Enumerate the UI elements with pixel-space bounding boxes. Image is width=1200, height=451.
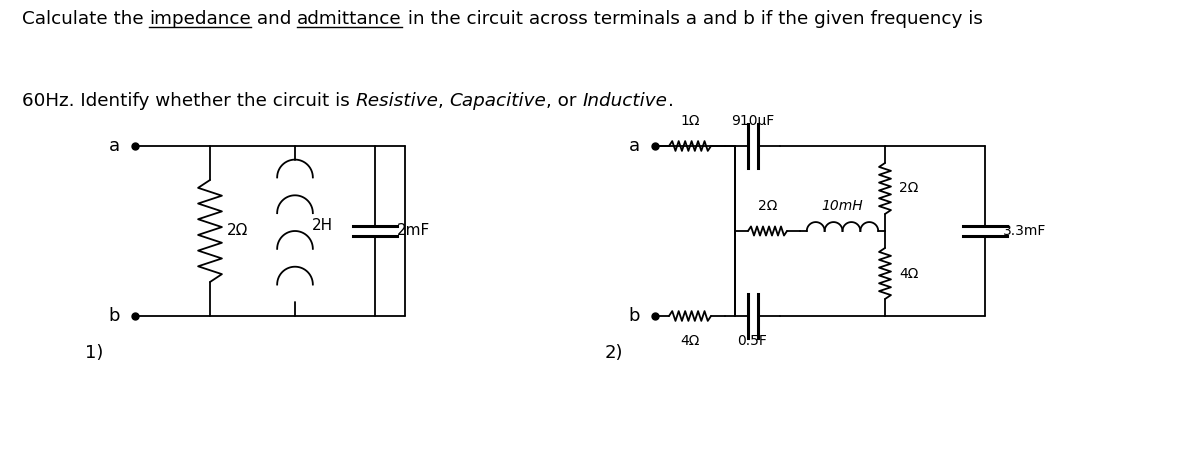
Text: 3.3mF: 3.3mF (1003, 224, 1046, 238)
Text: a: a (629, 137, 640, 155)
Text: 4Ω: 4Ω (899, 267, 918, 281)
Text: and: and (251, 10, 298, 28)
Text: Resistive: Resistive (355, 92, 438, 110)
Text: 1): 1) (85, 344, 103, 362)
Text: 2Ω: 2Ω (899, 181, 918, 195)
Text: 2Ω: 2Ω (227, 224, 248, 239)
Text: admittance: admittance (298, 10, 402, 28)
Text: a: a (109, 137, 120, 155)
Text: b: b (629, 307, 640, 325)
Text: b: b (108, 307, 120, 325)
Text: Calculate the: Calculate the (22, 10, 149, 28)
Text: 4Ω: 4Ω (680, 334, 700, 348)
Text: , or: , or (546, 92, 583, 110)
Text: 2): 2) (605, 344, 624, 362)
Text: 2Ω: 2Ω (758, 199, 778, 213)
Text: impedance: impedance (149, 10, 251, 28)
Text: .: . (667, 92, 673, 110)
Text: Capacitive: Capacitive (450, 92, 546, 110)
Text: 60Hz. Identify whether the circuit is: 60Hz. Identify whether the circuit is (22, 92, 355, 110)
Text: 0.5F: 0.5F (738, 334, 768, 348)
Text: Inductive: Inductive (583, 92, 667, 110)
Text: 2H: 2H (312, 218, 334, 234)
Text: 10mH: 10mH (822, 199, 863, 213)
Text: ,: , (438, 92, 450, 110)
Text: 910μF: 910μF (731, 114, 774, 128)
Text: in the circuit across terminals a and b if the given frequency is: in the circuit across terminals a and b … (402, 10, 983, 28)
Text: 1Ω: 1Ω (680, 114, 700, 128)
Text: 2mF: 2mF (397, 224, 431, 239)
